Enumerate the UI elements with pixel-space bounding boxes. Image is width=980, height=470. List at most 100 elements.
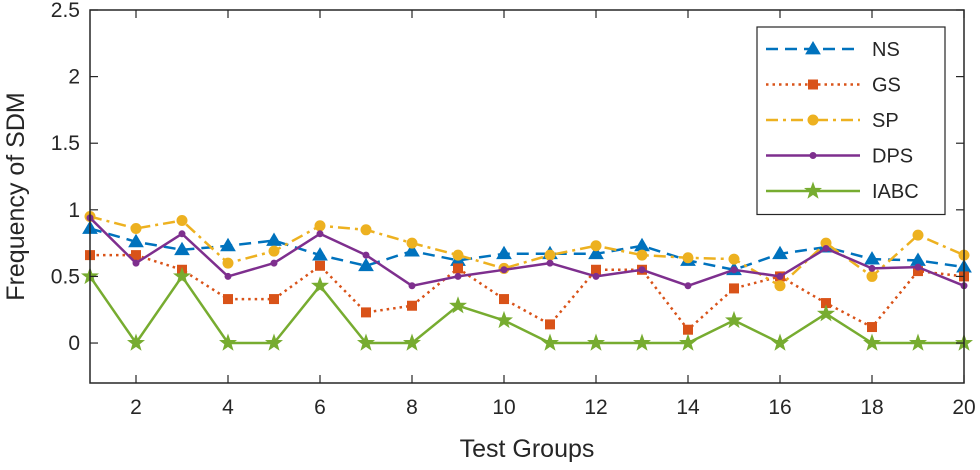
y-tick-label: 2.5: [51, 0, 80, 22]
y-tick-label: 1: [68, 199, 80, 222]
data-point-gs: [315, 260, 325, 271]
series-line-sp: [89, 215, 965, 288]
data-point-sp: [268, 245, 280, 257]
data-point-ns: [496, 245, 512, 260]
data-point-dps: [362, 251, 370, 259]
series-iabc: [80, 266, 973, 351]
data-point-sp: [590, 240, 602, 252]
x-tick-label: 4: [222, 396, 234, 419]
data-point-gs: [407, 300, 417, 311]
data-point-iabc: [679, 333, 697, 351]
data-point-iabc: [357, 333, 375, 351]
data-point-sp: [912, 229, 924, 241]
data-point-sp: [682, 252, 694, 264]
data-point-gs: [223, 294, 233, 305]
data-point-dps: [592, 272, 600, 280]
legend-label-gs: GS: [872, 75, 901, 97]
x-tick-label: 6: [314, 396, 326, 419]
data-point-gs: [453, 263, 463, 274]
data-point-sp: [866, 270, 878, 282]
y-tick-label: 2: [68, 66, 80, 89]
data-point-iabc: [265, 333, 283, 351]
data-point-dps: [730, 266, 738, 274]
legend-item-iabc: IABC: [766, 181, 919, 203]
legend-item-sp: SP: [766, 110, 899, 132]
data-point-iabc: [541, 333, 559, 351]
data-point-iabc: [403, 333, 421, 351]
data-point-iabc: [311, 276, 329, 294]
data-point-iabc: [219, 333, 237, 351]
data-point-sp: [774, 280, 786, 292]
data-point-dps: [500, 266, 508, 274]
data-point-iabc: [771, 333, 789, 351]
data-point-gs: [591, 264, 601, 275]
data-point-dps: [132, 259, 140, 267]
y-tick-label: 0: [68, 332, 80, 355]
data-point-iabc: [816, 304, 836, 322]
data-point-gs: [867, 322, 877, 333]
data-point-dps: [546, 259, 554, 267]
data-point-gs: [545, 319, 555, 330]
data-point-iabc: [587, 333, 605, 351]
legend-marker-sp: [807, 114, 819, 126]
series-line-gs: [90, 253, 965, 331]
data-point-sp: [222, 257, 234, 269]
data-point-ns: [358, 257, 374, 272]
x-tick-label: 8: [406, 396, 418, 419]
data-point-iabc: [725, 310, 743, 329]
x-tick-label: 10: [492, 396, 515, 419]
legend-item-gs: GS: [766, 75, 901, 97]
data-point-ns: [588, 245, 604, 260]
data-point-ns: [266, 232, 282, 246]
legend-label-sp: SP: [872, 110, 899, 132]
data-point-iabc: [863, 333, 881, 351]
data-point-ns: [634, 237, 650, 252]
series-dps: [86, 214, 968, 290]
data-point-ns: [174, 241, 190, 256]
series-sp: [84, 210, 970, 292]
data-point-dps: [454, 272, 462, 280]
legend-label-iabc: IABC: [872, 181, 919, 203]
data-point-sp: [314, 220, 326, 232]
data-point-sp: [452, 249, 464, 261]
x-tick-label: 20: [952, 396, 975, 419]
y-tick-label: 0.5: [51, 265, 80, 288]
data-point-sp: [360, 224, 372, 236]
data-point-dps: [316, 230, 324, 238]
legend-marker-iabc: [804, 181, 822, 199]
data-point-gs: [499, 294, 509, 305]
x-axis-title: Test Groups: [460, 435, 595, 463]
data-point-iabc: [449, 296, 467, 314]
data-point-dps: [178, 230, 186, 238]
axis-ticks: 2 4 6 8 10 12 14 16 18 20 0 0.5 1 1.5 2 2.5: [51, 0, 976, 419]
data-point-iabc: [909, 333, 927, 351]
y-tick-label: 1.5: [51, 132, 80, 155]
data-point-sp: [406, 237, 418, 249]
legend-item-dps: DPS: [766, 146, 913, 168]
data-point-sp: [728, 253, 740, 265]
x-tick-label: 2: [130, 396, 142, 419]
data-point-dps: [822, 244, 830, 252]
plot-marks: [80, 210, 973, 351]
data-point-sp: [130, 222, 142, 234]
data-point-iabc: [172, 266, 192, 285]
x-tick-label: 14: [676, 396, 700, 419]
series-gs: [85, 250, 969, 335]
data-point-iabc: [495, 310, 513, 329]
y-axis-title: Frequency of SDM: [2, 92, 30, 300]
legend-marker-dps: [809, 152, 817, 159]
data-point-dps: [776, 272, 784, 280]
data-point-ns: [312, 247, 328, 261]
x-tick-label: 16: [768, 396, 791, 419]
data-point-dps: [868, 264, 876, 272]
data-point-gs: [729, 283, 739, 294]
data-point-dps: [408, 282, 416, 290]
series-line-iabc: [88, 275, 964, 345]
data-point-dps: [270, 259, 278, 267]
legend-marker-ns: [805, 41, 821, 55]
data-point-dps: [684, 282, 692, 290]
data-point-sp: [544, 249, 556, 261]
series-line-ns: [89, 227, 965, 272]
data-point-ns: [772, 245, 788, 260]
